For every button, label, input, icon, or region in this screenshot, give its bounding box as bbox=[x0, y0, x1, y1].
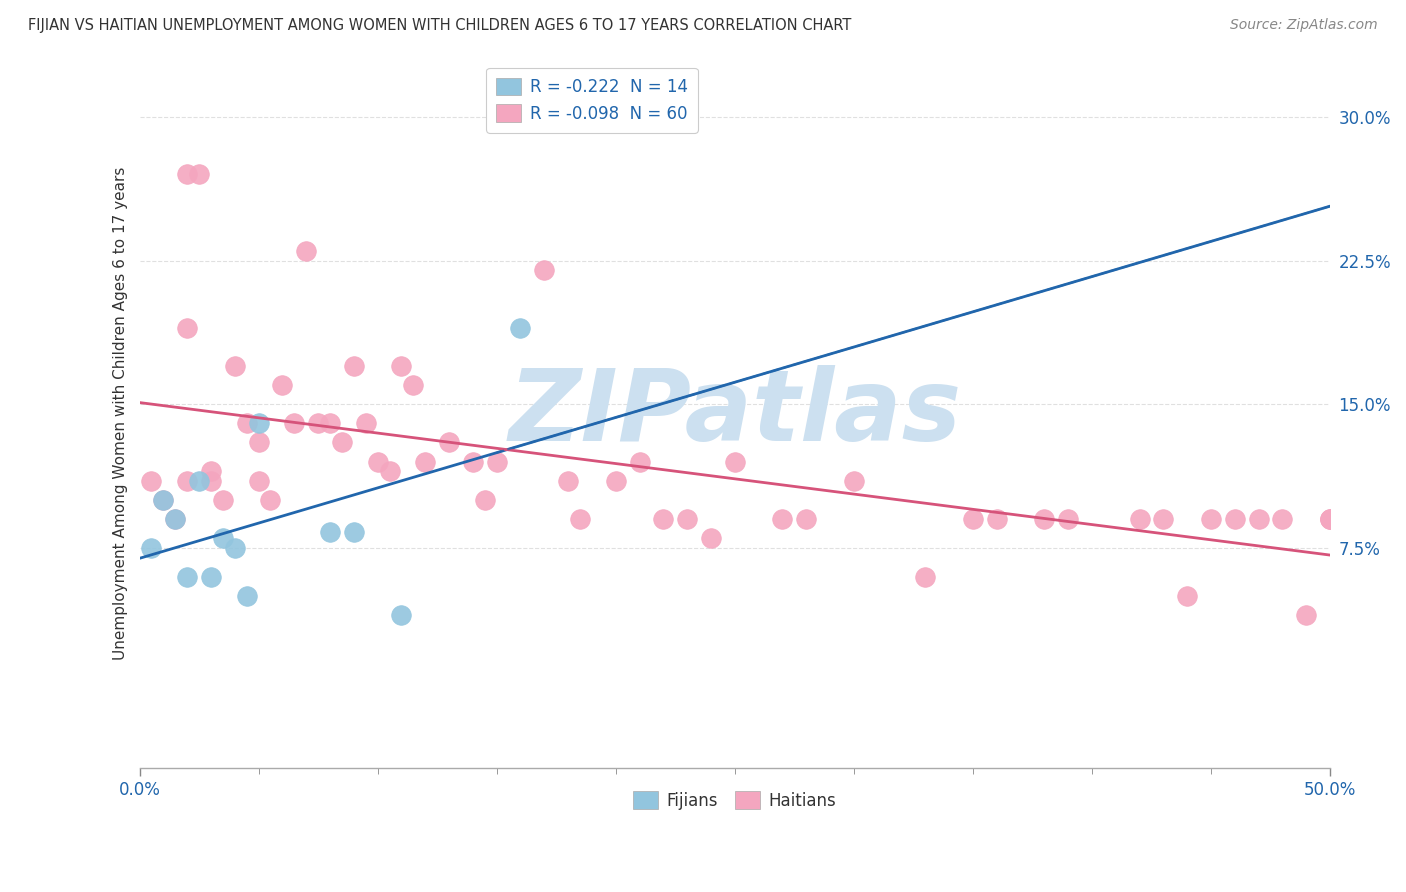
Point bbox=[343, 525, 366, 540]
Point bbox=[235, 589, 257, 603]
Point bbox=[343, 359, 366, 373]
Y-axis label: Unemployment Among Women with Children Ages 6 to 17 years: Unemployment Among Women with Children A… bbox=[114, 167, 128, 660]
Point bbox=[1033, 512, 1056, 526]
Point bbox=[176, 320, 198, 334]
Point bbox=[700, 531, 723, 545]
Point bbox=[474, 492, 496, 507]
Point bbox=[200, 464, 222, 478]
Point bbox=[1319, 512, 1341, 526]
Point bbox=[557, 474, 579, 488]
Point bbox=[283, 417, 305, 431]
Point bbox=[676, 512, 699, 526]
Point bbox=[247, 435, 270, 450]
Point bbox=[367, 455, 389, 469]
Point bbox=[1175, 589, 1198, 603]
Point bbox=[842, 474, 865, 488]
Point bbox=[188, 168, 211, 182]
Point bbox=[914, 569, 936, 583]
Point bbox=[569, 512, 592, 526]
Point bbox=[413, 455, 436, 469]
Point bbox=[1223, 512, 1246, 526]
Point bbox=[152, 492, 174, 507]
Point bbox=[235, 417, 257, 431]
Point bbox=[354, 417, 377, 431]
Point bbox=[141, 474, 163, 488]
Point bbox=[1319, 512, 1341, 526]
Point bbox=[247, 474, 270, 488]
Point bbox=[307, 417, 329, 431]
Point bbox=[628, 455, 651, 469]
Text: ZIPatlas: ZIPatlas bbox=[508, 365, 962, 462]
Legend: Fijians, Haitians: Fijians, Haitians bbox=[627, 785, 842, 816]
Point bbox=[962, 512, 984, 526]
Point bbox=[176, 168, 198, 182]
Point bbox=[533, 263, 555, 277]
Point bbox=[259, 492, 281, 507]
Point bbox=[402, 378, 425, 392]
Point bbox=[141, 541, 163, 555]
Point bbox=[509, 320, 531, 334]
Point bbox=[271, 378, 294, 392]
Point bbox=[165, 512, 187, 526]
Point bbox=[652, 512, 675, 526]
Point bbox=[212, 531, 235, 545]
Point bbox=[176, 474, 198, 488]
Point bbox=[770, 512, 793, 526]
Point bbox=[224, 541, 246, 555]
Point bbox=[986, 512, 1008, 526]
Text: FIJIAN VS HAITIAN UNEMPLOYMENT AMONG WOMEN WITH CHILDREN AGES 6 TO 17 YEARS CORR: FIJIAN VS HAITIAN UNEMPLOYMENT AMONG WOM… bbox=[28, 18, 852, 33]
Point bbox=[391, 359, 413, 373]
Point bbox=[247, 417, 270, 431]
Point bbox=[1247, 512, 1270, 526]
Point bbox=[461, 455, 484, 469]
Point bbox=[1128, 512, 1150, 526]
Point bbox=[724, 455, 747, 469]
Point bbox=[378, 464, 401, 478]
Point bbox=[295, 244, 318, 258]
Point bbox=[794, 512, 817, 526]
Point bbox=[1057, 512, 1080, 526]
Text: Source: ZipAtlas.com: Source: ZipAtlas.com bbox=[1230, 18, 1378, 32]
Point bbox=[200, 474, 222, 488]
Point bbox=[485, 455, 508, 469]
Point bbox=[1199, 512, 1222, 526]
Point bbox=[1319, 512, 1341, 526]
Point bbox=[200, 569, 222, 583]
Point bbox=[1295, 607, 1317, 622]
Point bbox=[165, 512, 187, 526]
Point bbox=[391, 607, 413, 622]
Point bbox=[188, 474, 211, 488]
Point bbox=[1152, 512, 1174, 526]
Point bbox=[1271, 512, 1294, 526]
Point bbox=[319, 525, 342, 540]
Point bbox=[437, 435, 460, 450]
Point bbox=[605, 474, 627, 488]
Point bbox=[319, 417, 342, 431]
Point bbox=[224, 359, 246, 373]
Point bbox=[212, 492, 235, 507]
Point bbox=[152, 492, 174, 507]
Point bbox=[330, 435, 353, 450]
Point bbox=[176, 569, 198, 583]
